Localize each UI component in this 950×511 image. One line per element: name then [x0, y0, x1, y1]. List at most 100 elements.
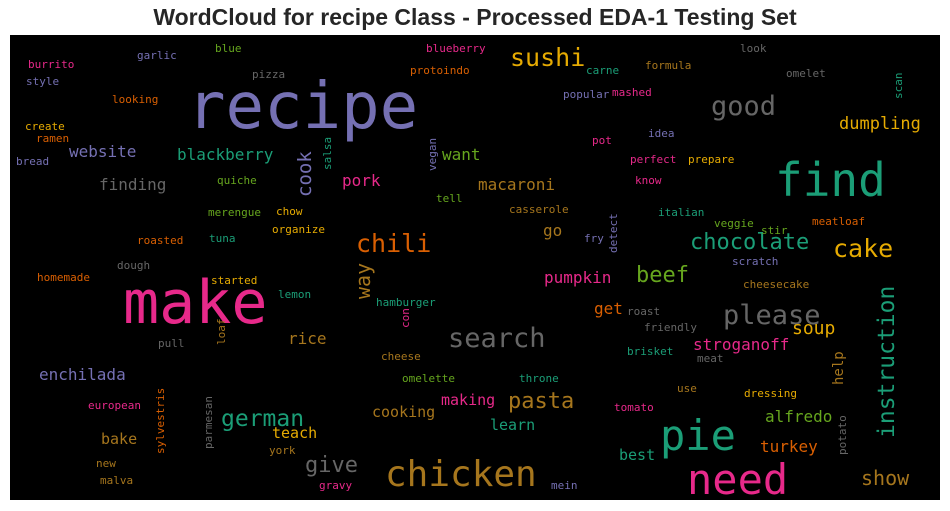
word-know: know: [635, 174, 662, 187]
word-omelet: omelet: [786, 67, 826, 80]
word-website: website: [69, 142, 137, 161]
word-macaroni: macaroni: [478, 175, 556, 194]
word-meat: meat: [697, 352, 724, 365]
word-help: help: [831, 351, 847, 385]
word-organize: organize: [272, 223, 325, 236]
word-give: give: [305, 453, 358, 478]
chart-title: WordCloud for recipe Class - Processed E…: [153, 4, 797, 30]
word-instruction: instruction: [874, 285, 900, 438]
word-please: please: [723, 300, 821, 331]
word-european: european: [88, 399, 141, 412]
word-hamburger: hamburger: [376, 296, 436, 309]
word-quiche: quiche: [217, 174, 257, 187]
word-formula: formula: [645, 59, 692, 72]
word-tuna: tuna: [209, 232, 236, 245]
word-beef: beef: [636, 263, 689, 288]
word-pie: pie: [660, 411, 736, 460]
word-meatloaf: meatloaf: [812, 215, 865, 228]
word-con: con: [399, 308, 412, 328]
word-fry: fry: [584, 232, 604, 245]
word-chow: chow: [276, 205, 303, 218]
word-looking: looking: [112, 93, 159, 106]
word-omelette: omelette: [402, 372, 455, 385]
word-veggie: veggie: [714, 217, 754, 230]
word-pot: pot: [592, 134, 612, 147]
word-teach: teach: [272, 424, 318, 442]
word-ramen: ramen: [36, 132, 70, 145]
word-chili: chili: [356, 229, 432, 258]
word-garlic: garlic: [137, 49, 177, 62]
word-chicken: chicken: [385, 454, 537, 495]
word-sylvestris: sylvestris: [154, 387, 167, 454]
word-find: find: [775, 153, 886, 207]
word-finding: finding: [99, 175, 167, 194]
word-cloud: recipe make find need pie chicken search…: [10, 35, 940, 500]
word-stir: stir: [761, 224, 788, 237]
word-pizza: pizza: [252, 68, 286, 81]
word-blackberry: blackberry: [177, 145, 274, 164]
word-alfredo: alfredo: [765, 407, 833, 426]
word-dressing: dressing: [744, 387, 797, 400]
word-loaf: loaf: [215, 318, 228, 346]
word-best: best: [619, 446, 656, 464]
word-mashed: mashed: [612, 86, 652, 99]
word-merengue: merengue: [208, 206, 261, 219]
word-friendly: friendly: [644, 321, 697, 334]
word-get: get: [594, 299, 623, 318]
word-parmesan: parmesan: [202, 396, 215, 449]
word-cooking: cooking: [372, 403, 436, 421]
word-cook: cook: [294, 151, 316, 197]
word-learn: learn: [490, 416, 536, 434]
word-cheese: cheese: [381, 350, 421, 363]
word-soup: soup: [792, 318, 836, 339]
word-pork: pork: [342, 171, 381, 190]
word-pumpkin: pumpkin: [544, 268, 612, 287]
word-german: german: [221, 406, 305, 432]
word-tomato: tomato: [614, 401, 654, 414]
word-good: good: [711, 91, 777, 122]
word-look: look: [740, 42, 767, 55]
word-york: york: [269, 444, 296, 457]
word-perfect: perfect: [630, 153, 677, 166]
word-salsa: salsa: [321, 136, 334, 170]
word-lemon: lemon: [278, 288, 312, 301]
word-style: style: [26, 75, 60, 88]
word-throne: throne: [519, 372, 559, 385]
word-blue: blue: [215, 42, 242, 55]
word-blueberry: blueberry: [426, 42, 486, 55]
word-make: make: [123, 268, 268, 338]
word-rice: rice: [288, 329, 327, 348]
word-need: need: [687, 455, 789, 501]
word-roast: roast: [627, 305, 661, 318]
word-enchilada: enchilada: [39, 365, 126, 384]
word-mein: mein: [551, 479, 578, 492]
word-pull: pull: [158, 337, 185, 350]
word-casserole: casserole: [509, 203, 569, 216]
word-chocolate: chocolate: [690, 230, 810, 255]
word-bake: bake: [101, 430, 138, 448]
word-new: new: [96, 457, 116, 470]
word-sushi: sushi: [510, 43, 586, 72]
word-cake: cake: [833, 234, 894, 263]
word-cheesecake: cheesecake: [743, 278, 810, 291]
word-protoindo: protoindo: [410, 64, 470, 77]
word-roasted: roasted: [137, 234, 184, 247]
word-vegan: vegan: [426, 137, 439, 171]
word-use: use: [677, 382, 697, 395]
word-tell: tell: [436, 192, 463, 205]
word-gravy: gravy: [319, 479, 353, 492]
word-stroganoff: stroganoff: [693, 335, 790, 354]
word-italian: italian: [658, 206, 705, 219]
word-idea: idea: [648, 127, 675, 140]
word-go: go: [543, 221, 563, 240]
word-recipe: recipe: [187, 70, 419, 144]
word-search: search: [448, 323, 546, 354]
word-brisket: brisket: [627, 345, 674, 358]
word-create: create: [25, 120, 65, 133]
word-scan: scan: [892, 72, 905, 100]
word-want: want: [442, 145, 481, 164]
word-bread: bread: [16, 155, 50, 168]
word-pasta: pasta: [508, 389, 575, 414]
word-making: making: [441, 391, 496, 409]
word-way: way: [351, 262, 375, 299]
